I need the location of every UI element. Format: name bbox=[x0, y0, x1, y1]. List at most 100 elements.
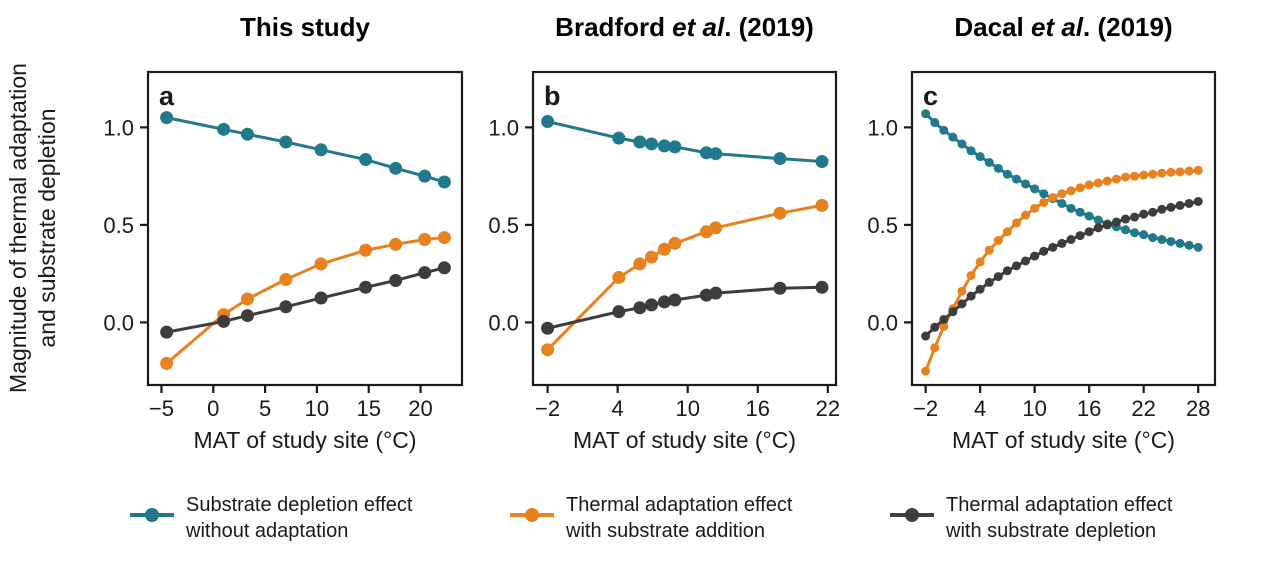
data-point bbox=[930, 322, 940, 332]
data-point bbox=[359, 243, 373, 257]
data-point bbox=[1048, 242, 1058, 252]
data-point bbox=[1139, 170, 1149, 180]
data-point bbox=[815, 280, 829, 294]
data-point bbox=[1075, 183, 1085, 193]
data-point bbox=[359, 153, 373, 167]
x-tick-label: 0 bbox=[207, 396, 219, 421]
data-point bbox=[773, 281, 787, 295]
data-point bbox=[1157, 204, 1167, 214]
data-point bbox=[921, 366, 931, 376]
legend-marker-dark-icon bbox=[888, 502, 936, 535]
data-point bbox=[541, 115, 555, 129]
legend-label: Substrate depletion effect without adapt… bbox=[186, 492, 412, 544]
x-tick-label: 4 bbox=[612, 396, 624, 421]
data-point bbox=[1111, 174, 1121, 184]
data-point bbox=[359, 280, 373, 294]
data-point bbox=[1121, 172, 1131, 182]
data-point bbox=[1030, 203, 1040, 213]
data-point bbox=[975, 284, 985, 294]
panel-c-x-axis-label: MAT of study site (°C) bbox=[951, 427, 1176, 453]
data-point bbox=[1048, 193, 1058, 203]
data-point bbox=[1030, 251, 1040, 261]
data-point bbox=[1039, 246, 1049, 256]
data-point bbox=[1175, 238, 1185, 248]
data-point bbox=[645, 250, 659, 264]
legend-label-line1: Thermal adaptation effect bbox=[946, 494, 1173, 516]
data-point bbox=[437, 175, 451, 189]
data-point bbox=[1139, 209, 1149, 219]
data-point bbox=[541, 343, 555, 357]
x-tick-label: 10 bbox=[675, 396, 699, 421]
legend-dot bbox=[525, 507, 539, 522]
data-point bbox=[437, 231, 451, 245]
data-point bbox=[993, 272, 1003, 282]
data-point bbox=[240, 292, 254, 306]
data-point bbox=[1002, 266, 1012, 276]
data-point bbox=[437, 261, 451, 275]
legend-label: Thermal adaptation effect with substrate… bbox=[566, 492, 792, 544]
data-point bbox=[1066, 186, 1076, 196]
panel-a-chart: −5 0 5 10 15 20 0.0 0.5 1.0 a bbox=[103, 70, 464, 421]
data-point bbox=[633, 257, 647, 271]
data-point bbox=[930, 118, 940, 128]
data-point bbox=[709, 286, 723, 300]
data-point bbox=[709, 221, 723, 235]
data-point bbox=[984, 277, 994, 287]
data-point bbox=[993, 163, 1003, 173]
data-point bbox=[1066, 235, 1076, 245]
y-tick-label: 0.5 bbox=[867, 213, 898, 238]
legend-item-thermal-adaptation-depletion: Thermal adaptation effect with substrate… bbox=[888, 492, 1172, 544]
panel-c-chart: −2 4 10 16 22 28 0.0 0.5 1.0 c bbox=[867, 70, 1217, 421]
y-tick-label: 0.0 bbox=[867, 310, 898, 335]
data-point bbox=[657, 242, 671, 256]
data-point bbox=[612, 271, 626, 285]
panel-a-title-text: This study bbox=[239, 12, 370, 42]
data-point bbox=[948, 132, 958, 142]
series-line bbox=[924, 112, 1199, 249]
legend-marker-svg bbox=[130, 507, 174, 522]
series-line bbox=[166, 116, 445, 184]
panel-c-plot: −2 4 10 16 22 28 0.0 0.5 1.0 c bbox=[852, 66, 1225, 428]
legend-item-thermal-adaptation-addition: Thermal adaptation effect with substrate… bbox=[508, 492, 792, 544]
data-point bbox=[957, 299, 967, 309]
data-point bbox=[1193, 165, 1203, 175]
data-point bbox=[984, 245, 994, 255]
data-point bbox=[1093, 178, 1103, 188]
legend-label: Thermal adaptation effect with substrate… bbox=[946, 492, 1172, 544]
series-line bbox=[546, 203, 823, 351]
data-point bbox=[1148, 169, 1158, 179]
data-point bbox=[773, 206, 787, 220]
panel-c-title-text: Dacal bbox=[954, 12, 1031, 42]
data-point bbox=[418, 266, 432, 280]
y-tick-label: 0.5 bbox=[103, 213, 134, 238]
panel-a-x-axis-label: MAT of study site (°C) bbox=[193, 427, 417, 453]
data-point bbox=[815, 198, 829, 212]
data-point bbox=[939, 314, 949, 324]
legend-marker-orange-icon bbox=[508, 502, 556, 535]
data-point bbox=[1075, 231, 1085, 241]
data-point bbox=[418, 169, 432, 183]
data-point bbox=[921, 331, 931, 341]
data-point bbox=[668, 236, 682, 250]
data-point bbox=[1011, 174, 1021, 184]
data-point bbox=[1184, 240, 1194, 250]
data-point bbox=[1130, 212, 1140, 222]
data-point bbox=[217, 122, 231, 136]
panel-letter: a bbox=[159, 81, 175, 111]
data-point bbox=[1057, 198, 1067, 208]
data-point bbox=[1011, 261, 1021, 271]
data-point bbox=[1093, 215, 1103, 225]
y-tick-label: 1.0 bbox=[488, 115, 519, 140]
data-point bbox=[1066, 203, 1076, 213]
data-point bbox=[1166, 236, 1176, 246]
legend-label-line2: without adaptation bbox=[186, 520, 349, 542]
data-point bbox=[1030, 184, 1040, 194]
data-point bbox=[1193, 196, 1203, 206]
x-tick-label: −2 bbox=[913, 396, 938, 421]
data-point bbox=[948, 307, 958, 317]
data-point bbox=[1002, 169, 1012, 179]
data-point bbox=[279, 300, 293, 314]
y-tick-label: 0.0 bbox=[103, 310, 134, 335]
data-point bbox=[1130, 228, 1140, 238]
